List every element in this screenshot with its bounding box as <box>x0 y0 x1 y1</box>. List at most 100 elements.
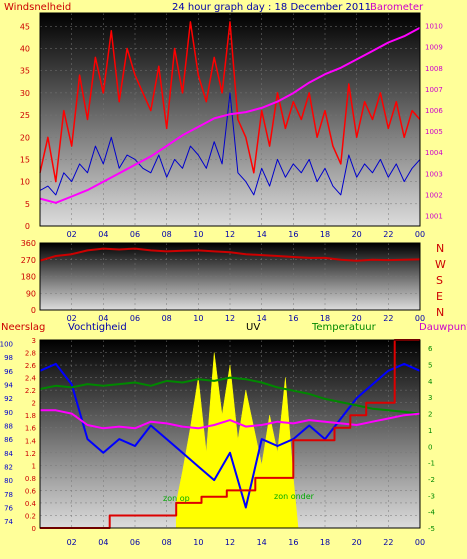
wind-speed-series <box>39 21 421 183</box>
bottom-x-tick-label: 08 <box>162 538 172 547</box>
dir-x-tick-label: 16 <box>288 314 298 323</box>
temperature-label: Temperatuur <box>311 322 377 333</box>
temp-y-tick-label: -3 <box>428 492 435 500</box>
sunset-annotation: zon onder <box>274 492 315 501</box>
bottom-x-tick-label: 02 <box>67 538 77 547</box>
dir-x-tick-label: 02 <box>67 314 77 323</box>
humidity-y-tick-label: 92 <box>4 395 13 403</box>
baro-y-tick-label: 1008 <box>425 65 443 73</box>
rain-y-tick-label: 0.8 <box>25 475 36 483</box>
temp-y-tick-label: 1 <box>428 427 432 435</box>
bottom-x-tick-label: 22 <box>383 538 393 547</box>
sunrise-annotation: zon op <box>163 494 190 503</box>
bottom-x-tick-label: 10 <box>193 538 203 547</box>
temp-y-tick-label: 0 <box>428 443 432 451</box>
rain-y-tick-label: 0 <box>32 525 36 533</box>
wind-y-tick-label: 40 <box>20 45 30 54</box>
compass-label-n-top: N <box>436 242 444 255</box>
wind-x-tick-label: 18 <box>320 230 330 239</box>
temperature-series <box>39 376 421 415</box>
rain-y-tick-label: 0.4 <box>25 500 37 508</box>
rain-y-tick-label: 2.4 <box>25 375 37 383</box>
dir-x-tick-label: 18 <box>320 314 330 323</box>
humidity-y-tick-label: 90 <box>4 409 13 417</box>
temp-y-tick-label: 6 <box>428 345 433 353</box>
baro-y-tick-label: 1001 <box>425 212 443 220</box>
wind-x-tick-label: 10 <box>193 230 203 239</box>
bottom-x-tick-label: 18 <box>320 538 330 547</box>
wind-speed-label: Windsnelheid <box>4 2 71 13</box>
temp-y-tick-label: -4 <box>428 509 436 517</box>
dir-y-tick-label: 0 <box>31 306 36 315</box>
panel-border-1 <box>39 12 421 227</box>
temp-y-tick-label: 4 <box>428 378 433 386</box>
humidity-y-tick-label: 94 <box>4 381 13 389</box>
dir-y-tick-label: 270 <box>21 256 36 265</box>
humidity-series <box>39 362 421 509</box>
wind-x-tick-label: 16 <box>288 230 298 239</box>
bottom-x-tick-label: 20 <box>352 538 362 547</box>
dir-x-tick-label: 06 <box>130 314 140 323</box>
barometer-series <box>39 26 421 204</box>
wind-y-tick-label: 10 <box>20 178 30 187</box>
temp-y-tick-label: -1 <box>428 460 435 468</box>
uv-label: UV <box>246 322 260 333</box>
bottom-x-tick-label: 04 <box>98 538 108 547</box>
wind-x-tick-label: 22 <box>383 230 393 239</box>
rain-y-tick-label: 0.6 <box>25 487 37 495</box>
bottom-x-tick-label: 06 <box>130 538 140 547</box>
baro-y-tick-label: 1005 <box>425 128 443 136</box>
dir-y-tick-label: 90 <box>26 289 36 298</box>
dir-x-tick-label: 10 <box>193 314 203 323</box>
humidity-y-tick-label: 86 <box>4 436 13 444</box>
humidity-y-tick-label: 80 <box>4 477 13 485</box>
compass-label-n-bottom: N <box>436 306 444 319</box>
humidity-y-tick-label: 96 <box>4 368 13 376</box>
temp-y-tick-label: 5 <box>428 362 432 370</box>
wind-x-tick-label: 02 <box>67 230 77 239</box>
humidity-label: Vochtigheid <box>68 322 127 333</box>
dir-x-tick-label: 00 <box>415 314 425 323</box>
baro-y-tick-label: 1002 <box>425 191 443 199</box>
dir-y-tick-label: 180 <box>21 273 36 282</box>
wind-x-tick-label: 06 <box>130 230 140 239</box>
wind-avg-series <box>39 92 421 196</box>
humidity-y-tick-label: 100 <box>0 340 13 348</box>
wind-x-tick-label: 12 <box>225 230 235 239</box>
baro-y-tick-label: 1003 <box>425 170 443 178</box>
wind-direction-compass: N W S E N <box>435 242 446 319</box>
wind-y-tick-label: 15 <box>20 155 30 164</box>
panel-border-3 <box>39 339 421 529</box>
baro-y-tick-label: 1009 <box>425 44 443 52</box>
humidity-y-tick-label: 82 <box>4 463 13 471</box>
dir-x-tick-label: 20 <box>352 314 362 323</box>
baro-y-tick-label: 1006 <box>425 107 443 115</box>
panel-border-2 <box>39 242 421 311</box>
rain-y-tick-label: 2.8 <box>25 350 36 358</box>
rain-y-tick-label: 2.6 <box>25 362 37 370</box>
compass-label-w: W <box>435 258 446 271</box>
baro-y-tick-label: 1004 <box>425 149 443 157</box>
humidity-y-tick-label: 98 <box>4 354 13 362</box>
baro-y-tick-label: 1007 <box>425 86 443 94</box>
humidity-y-tick-label: 74 <box>4 518 13 526</box>
rain-y-tick-label: 0.2 <box>25 512 36 520</box>
temp-y-tick-label: 2 <box>428 411 432 419</box>
rain-y-tick-label: 1.8 <box>25 412 36 420</box>
rain-y-tick-label: 1 <box>32 462 36 470</box>
dir-x-tick-label: 14 <box>257 314 267 323</box>
barometer-label: Barometer <box>370 2 424 13</box>
rain-y-tick-label: 1.4 <box>25 437 37 445</box>
rain-y-tick-label: 1.6 <box>25 425 37 433</box>
bottom-x-tick-label: 16 <box>288 538 298 547</box>
dir-x-tick-label: 08 <box>162 314 172 323</box>
dewpoint-series <box>40 409 421 430</box>
wind-x-tick-label: 08 <box>162 230 172 239</box>
humidity-y-tick-label: 78 <box>4 491 13 499</box>
wind-y-tick-label: 35 <box>20 67 30 76</box>
dewpoint-label: Dauwpunt <box>419 322 467 333</box>
wind-y-tick-label: 45 <box>20 22 30 31</box>
temp-y-tick-label: 3 <box>428 394 432 402</box>
